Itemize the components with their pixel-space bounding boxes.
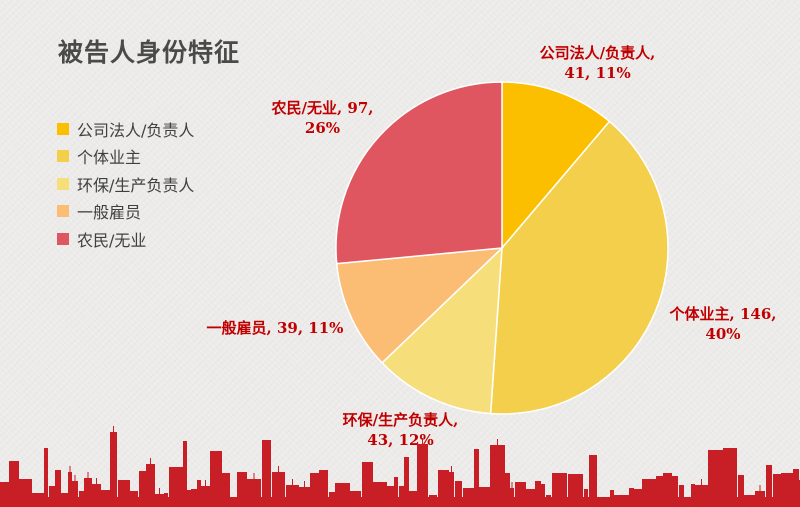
- chart-title: 被告人身份特征: [58, 38, 241, 67]
- data-label-line: 环保/生产负责人,: [342, 411, 459, 429]
- legend-label: 个体业主: [77, 148, 142, 168]
- data-label-line: 41, 11%: [564, 64, 631, 82]
- data-label-line: 40%: [705, 325, 741, 343]
- legend-item-employee: 一般雇员: [57, 198, 194, 226]
- pie-slice-individual-business: [489, 120, 669, 415]
- data-label-line: 农民/无业, 97,: [271, 99, 374, 117]
- legend-swatch: [57, 150, 69, 163]
- legend-swatch: [57, 232, 69, 245]
- legend-label: 农民/无业: [77, 230, 147, 250]
- pie-slice-env-production: [381, 246, 503, 415]
- legend-item-individual-business: 个体业主: [57, 143, 194, 171]
- legend-label: 一般雇员: [77, 203, 142, 223]
- legend-label: 环保/生产负责人: [77, 175, 195, 195]
- pie-slice-employee: [335, 247, 505, 364]
- data-label-env-production: 环保/生产负责人, 43, 12%: [318, 410, 483, 450]
- legend-item-farmer-unemployed: 农民/无业: [57, 225, 194, 253]
- legend-item-company-legal: 公司法人/负责人: [57, 115, 194, 143]
- data-label-farmer-unemployed: 农民/无业, 97, 26%: [260, 98, 385, 138]
- skyline-buildings: [0, 426, 800, 507]
- data-label-employee: 一般雇员, 39, 11%: [195, 318, 355, 338]
- data-label-line: 公司法人/负责人,: [539, 44, 656, 62]
- data-label-line: 一般雇员, 39, 11%: [206, 319, 344, 337]
- legend-swatch: [57, 122, 69, 135]
- data-label-individual-business: 个体业主, 146, 40%: [668, 304, 778, 344]
- legend-swatch: [57, 177, 69, 190]
- legend-swatch: [57, 205, 69, 218]
- data-label-line: 26%: [304, 119, 341, 137]
- data-label-line: 个体业主, 146,: [669, 305, 777, 323]
- data-label-company-legal: 公司法人/负责人, 41, 11%: [515, 43, 680, 83]
- pie-slice-farmer-unemployed: [335, 81, 503, 265]
- legend-label: 公司法人/负责人: [77, 120, 195, 140]
- pie-slice-company-legal: [501, 81, 611, 251]
- legend-item-env-production: 环保/生产负责人: [57, 170, 194, 198]
- legend: 公司法人/负责人 个体业主 环保/生产负责人 一般雇员 农民/无业: [57, 115, 194, 253]
